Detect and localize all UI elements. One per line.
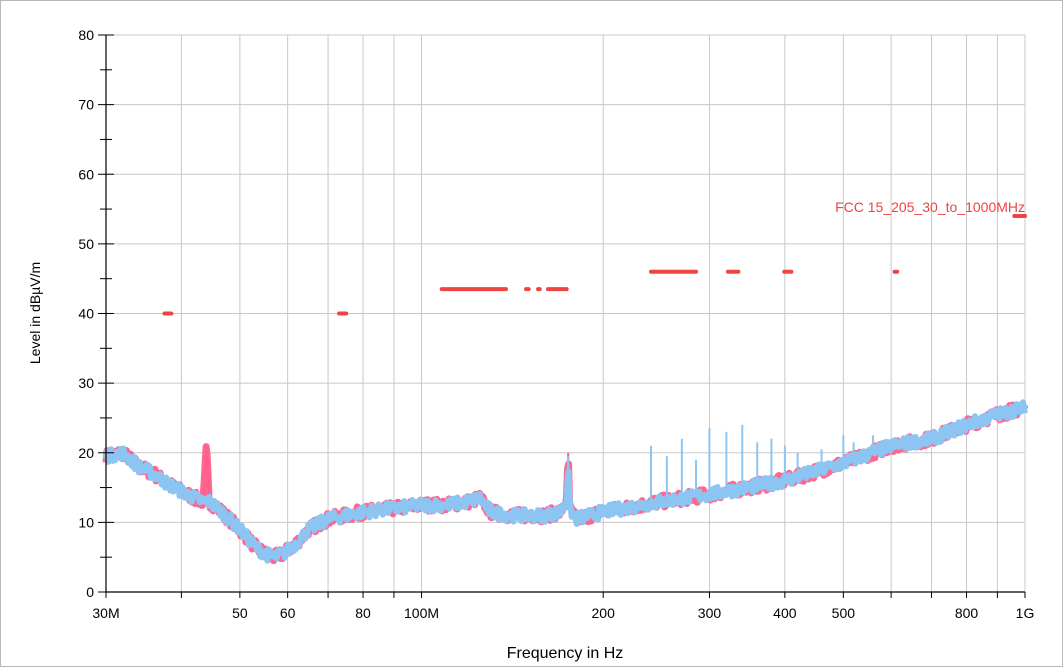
x-tick-label: 60: [280, 605, 296, 621]
x-tick-label: 300: [698, 605, 722, 621]
y-tick-label: 80: [78, 27, 94, 43]
x-tick-labels: 30M 50 60 80 100M 200 300 400 500 800 1G: [92, 605, 1034, 621]
x-tick-label: 200: [592, 605, 616, 621]
y-axis-title: Level in dBµV/m: [27, 262, 43, 364]
x-tick-label: 800: [955, 605, 979, 621]
y-tick-label: 10: [78, 514, 94, 530]
x-axis-title: Frequency in Hz: [507, 645, 624, 662]
x-tick-label: 400: [773, 605, 797, 621]
x-tick-label: 80: [355, 605, 371, 621]
y-tick-label: 20: [78, 445, 94, 461]
limit-line-label: FCC 15_205_30_to_1000MHz: [835, 199, 1025, 215]
y-tick-label: 30: [78, 375, 94, 391]
average-trace-points: [105, 406, 1026, 559]
x-tick-label: 500: [832, 605, 856, 621]
y-tick-labels: 0 10 20 30 40 50 60 70 80: [78, 27, 94, 600]
x-tick-label: 100M: [404, 605, 439, 621]
y-tick-label: 0: [86, 584, 94, 600]
y-tick-label: 50: [78, 236, 94, 252]
y-tick-label: 70: [78, 97, 94, 113]
limit-layer: [162, 214, 1027, 316]
series-layer: [102, 399, 1029, 565]
x-tick-label: 1G: [1016, 605, 1035, 621]
axis-layer: [98, 34, 1026, 598]
x-tick-label: 50: [232, 605, 248, 621]
x-tick-label: 30M: [92, 605, 119, 621]
y-tick-label: 60: [78, 166, 94, 182]
y-tick-label: 40: [78, 306, 94, 322]
